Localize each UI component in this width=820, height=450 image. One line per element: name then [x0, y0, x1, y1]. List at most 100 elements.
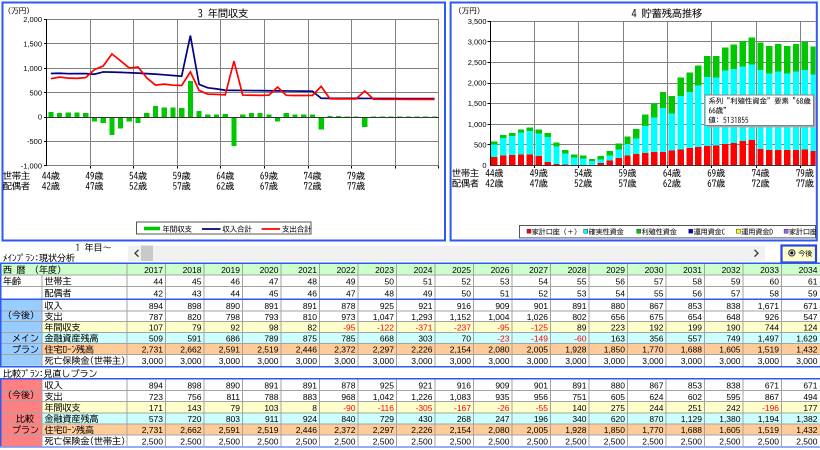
svg-text:668: 668 [380, 334, 394, 344]
svg-text:50: 50 [385, 276, 395, 286]
svg-text:1,605: 1,605 [719, 425, 741, 435]
svg-text:3,000: 3,000 [604, 356, 626, 366]
svg-text:891: 891 [303, 301, 317, 311]
svg-text:3,000: 3,000 [488, 356, 510, 366]
svg-text:1,194: 1,194 [758, 414, 780, 424]
svg-text:2,005: 2,005 [527, 345, 549, 355]
svg-text:2,372: 2,372 [334, 345, 356, 355]
svg-text:340: 340 [572, 414, 586, 424]
svg-text:0: 0 [38, 113, 42, 122]
svg-text:247: 247 [495, 414, 509, 424]
svg-text:2,226: 2,226 [411, 425, 433, 435]
svg-text:3,000: 3,000 [758, 356, 780, 366]
svg-text:3,000: 3,000 [334, 356, 356, 366]
svg-text:49: 49 [423, 288, 433, 298]
svg-text:2026: 2026 [491, 265, 510, 275]
svg-text:573: 573 [149, 414, 163, 424]
svg-text:8: 8 [312, 403, 317, 413]
svg-text:3,000: 3,000 [565, 356, 587, 366]
svg-text:878: 878 [341, 301, 355, 311]
svg-text:968: 968 [341, 392, 355, 402]
svg-text:-305: -305 [415, 403, 432, 413]
svg-text:509: 509 [149, 334, 163, 344]
svg-text:275: 275 [611, 403, 625, 413]
svg-text:2,591: 2,591 [219, 345, 241, 355]
svg-text:973: 973 [341, 312, 355, 322]
svg-text:1,688: 1,688 [681, 345, 703, 355]
svg-text:2,500: 2,500 [796, 436, 818, 446]
svg-text:49: 49 [346, 276, 356, 286]
svg-text:935: 935 [495, 392, 509, 402]
svg-text:547: 547 [803, 312, 817, 322]
svg-text:867: 867 [765, 392, 779, 402]
svg-text:2027: 2027 [529, 265, 548, 275]
svg-text:-125: -125 [531, 323, 548, 333]
svg-text:-90: -90 [343, 403, 356, 413]
svg-text:867: 867 [649, 381, 663, 391]
svg-text:1,432: 1,432 [796, 425, 818, 435]
svg-text:48: 48 [308, 276, 318, 286]
svg-text:798: 798 [226, 312, 240, 322]
svg-text:43: 43 [192, 288, 202, 298]
svg-text:921: 921 [418, 381, 432, 391]
svg-text:2,500: 2,500 [468, 58, 487, 67]
svg-text:1,770: 1,770 [642, 425, 664, 435]
svg-text:591: 591 [187, 334, 201, 344]
svg-text:2032: 2032 [722, 265, 741, 275]
svg-text:671: 671 [765, 381, 779, 391]
svg-text:2,500: 2,500 [180, 436, 202, 446]
svg-text:867: 867 [649, 301, 663, 311]
svg-text:2,519: 2,519 [257, 345, 279, 355]
svg-text:500: 500 [29, 88, 42, 97]
svg-text:-149: -149 [531, 334, 548, 344]
svg-text:140: 140 [572, 403, 586, 413]
svg-text:-60: -60 [574, 334, 587, 344]
svg-text:1,605: 1,605 [719, 345, 741, 355]
svg-text:1,497: 1,497 [758, 334, 780, 344]
svg-text:1,928: 1,928 [565, 425, 587, 435]
svg-text:430: 430 [418, 414, 432, 424]
svg-text:891: 891 [572, 301, 586, 311]
svg-text:98: 98 [269, 323, 279, 333]
svg-text:45: 45 [192, 276, 202, 286]
svg-text:671: 671 [803, 381, 817, 391]
svg-text:3,000: 3,000 [796, 356, 818, 366]
svg-text:838: 838 [726, 301, 740, 311]
svg-text:-122: -122 [377, 323, 394, 333]
svg-text:916: 916 [457, 301, 471, 311]
svg-text:47: 47 [346, 288, 356, 298]
svg-text:605: 605 [611, 392, 625, 402]
svg-text:3,000: 3,000 [527, 356, 549, 366]
svg-text:-1,000: -1,000 [21, 162, 42, 171]
svg-text:925: 925 [380, 301, 394, 311]
svg-text:1,770: 1,770 [642, 345, 664, 355]
svg-text:890: 890 [226, 381, 240, 391]
svg-text:2,500: 2,500 [565, 436, 587, 446]
svg-text:1,000: 1,000 [468, 120, 487, 129]
svg-text:891: 891 [264, 301, 278, 311]
svg-text:46: 46 [231, 276, 241, 286]
svg-text:1,432: 1,432 [796, 345, 818, 355]
svg-text:838: 838 [726, 381, 740, 391]
svg-text:2,500: 2,500 [642, 436, 664, 446]
svg-text:2,446: 2,446 [296, 345, 318, 355]
svg-text:891: 891 [572, 381, 586, 391]
svg-text:1,047: 1,047 [373, 312, 395, 322]
svg-text:787: 787 [149, 312, 163, 322]
svg-text:70: 70 [462, 334, 472, 344]
svg-text:2030: 2030 [645, 265, 664, 275]
svg-text:675: 675 [649, 312, 663, 322]
svg-text:1,671: 1,671 [758, 301, 780, 311]
svg-text:55: 55 [654, 288, 664, 298]
svg-text:956: 956 [534, 392, 548, 402]
svg-text:898: 898 [187, 381, 201, 391]
svg-text:3,000: 3,000 [219, 356, 241, 366]
svg-text:880: 880 [611, 301, 625, 311]
svg-text:853: 853 [688, 381, 702, 391]
svg-text:2,500: 2,500 [758, 436, 780, 446]
svg-text:2020: 2020 [260, 265, 279, 275]
svg-text:2,500: 2,500 [488, 436, 510, 446]
svg-text:79: 79 [231, 403, 241, 413]
svg-text:171: 171 [149, 403, 163, 413]
svg-text:1,629: 1,629 [796, 334, 818, 344]
